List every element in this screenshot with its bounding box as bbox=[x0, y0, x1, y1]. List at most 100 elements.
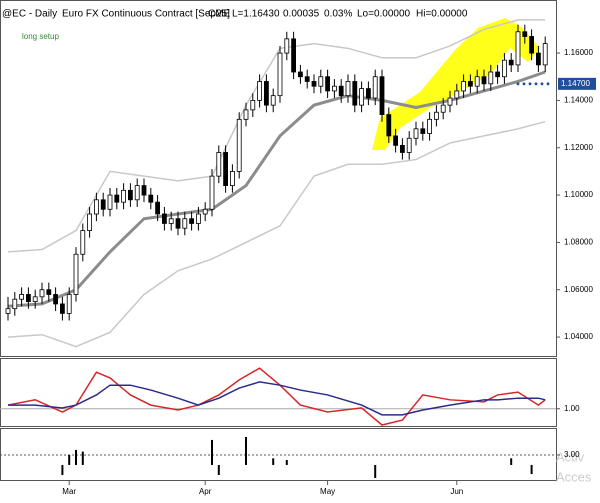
candle-body bbox=[338, 85, 344, 97]
header-last: L=1.16430 bbox=[232, 9, 280, 20]
price-dot bbox=[540, 82, 544, 86]
candle-body bbox=[325, 76, 331, 92]
candle-body bbox=[318, 76, 324, 87]
line bbox=[7, 120, 546, 348]
candle-body bbox=[114, 194, 120, 203]
candle-body bbox=[522, 31, 528, 37]
candle-body bbox=[515, 31, 521, 66]
y-tick-label: 1.14000 bbox=[564, 96, 593, 105]
candle-body bbox=[182, 218, 188, 229]
candle-body bbox=[284, 38, 290, 54]
x-tick-label: Apr bbox=[199, 487, 212, 496]
candle-body bbox=[488, 71, 494, 85]
candle-body bbox=[60, 303, 65, 314]
candle-body bbox=[359, 88, 365, 106]
annotation: long setup bbox=[22, 32, 59, 41]
candle-body bbox=[529, 36, 534, 54]
candle-body bbox=[80, 230, 86, 255]
candle-body bbox=[379, 76, 385, 115]
candle-body bbox=[175, 218, 181, 229]
candle-body bbox=[393, 135, 399, 146]
candle-body bbox=[168, 218, 174, 224]
y-tick-label: 1.10000 bbox=[564, 190, 593, 199]
header-high: Hi=0.00000 bbox=[416, 9, 468, 20]
candle-body bbox=[202, 208, 208, 215]
candle-body bbox=[243, 109, 249, 120]
candle-body bbox=[495, 71, 501, 78]
candle-body bbox=[155, 201, 161, 215]
candle-body bbox=[447, 97, 453, 106]
candle-body bbox=[236, 118, 242, 172]
header-change-pct: 0.03% bbox=[324, 9, 352, 20]
candle-body bbox=[100, 199, 106, 210]
candle-body bbox=[304, 76, 310, 82]
candle-body bbox=[94, 199, 99, 215]
y-tick-label: 1.12000 bbox=[564, 143, 593, 152]
x-tick-label: Mar bbox=[62, 487, 76, 496]
candle-body bbox=[223, 152, 229, 186]
candle-body bbox=[39, 289, 45, 298]
header-symbol: @EC - Daily bbox=[2, 9, 57, 20]
header-exchange: CME bbox=[208, 9, 231, 20]
candle-body bbox=[372, 76, 378, 99]
candle-body bbox=[542, 43, 548, 66]
candle-body bbox=[5, 308, 11, 314]
candle-body bbox=[148, 194, 154, 203]
candle-body bbox=[229, 170, 235, 186]
candle-body bbox=[66, 294, 72, 314]
candle-body bbox=[216, 152, 222, 177]
candle-body bbox=[454, 90, 460, 99]
candle-body bbox=[331, 85, 337, 92]
candle-body bbox=[32, 296, 38, 302]
candle-body bbox=[352, 81, 358, 106]
setup-highlight bbox=[372, 18, 540, 150]
candle-body bbox=[481, 76, 487, 85]
y-tick-label: 1.04000 bbox=[564, 332, 593, 341]
candle-body bbox=[440, 104, 446, 113]
y-tick-label: 1.08000 bbox=[564, 238, 593, 247]
indicator-panel bbox=[0, 358, 557, 427]
candle-body bbox=[311, 81, 317, 87]
candle-body bbox=[461, 81, 467, 92]
candle-body bbox=[161, 213, 167, 224]
price-dot bbox=[534, 82, 538, 86]
candle-body bbox=[270, 95, 276, 106]
line bbox=[8, 381, 546, 416]
candle-body bbox=[297, 71, 303, 78]
candle-body bbox=[250, 100, 256, 111]
price-panel bbox=[0, 0, 557, 357]
candle-body bbox=[46, 289, 52, 295]
candle-body bbox=[25, 294, 31, 302]
candle-body bbox=[141, 185, 147, 196]
candle-body bbox=[413, 128, 419, 139]
y-tick-label: 1.06000 bbox=[564, 285, 593, 294]
line bbox=[7, 367, 546, 426]
candle-body bbox=[73, 253, 79, 295]
candle-body bbox=[53, 294, 58, 305]
candle-body bbox=[12, 298, 18, 310]
candle-body bbox=[189, 218, 195, 224]
candle-body bbox=[209, 175, 215, 210]
candle-body bbox=[474, 76, 480, 87]
candle-body bbox=[107, 194, 113, 210]
candle-body bbox=[277, 52, 283, 97]
y-tick-label: 1.00 bbox=[564, 404, 580, 413]
header-change: 0.00035 bbox=[283, 9, 320, 20]
candle-body bbox=[19, 294, 25, 300]
candle-body bbox=[195, 213, 201, 224]
candle-body bbox=[263, 81, 269, 106]
candle-body bbox=[134, 185, 140, 201]
candle-body bbox=[127, 189, 133, 201]
price-tag-box bbox=[558, 77, 596, 90]
price-dot bbox=[528, 82, 532, 86]
price-dot bbox=[522, 82, 526, 86]
candle-body bbox=[427, 118, 433, 134]
candle-body bbox=[501, 59, 507, 78]
candle-body bbox=[508, 59, 514, 66]
candle-body bbox=[365, 88, 371, 99]
candle-body bbox=[399, 144, 405, 153]
candle-body bbox=[291, 38, 297, 73]
header-contract: Euro FX Continuous Contract [Sep25] bbox=[62, 9, 230, 20]
header-low: Lo=0.00000 bbox=[357, 9, 411, 20]
candle-body bbox=[406, 137, 412, 153]
